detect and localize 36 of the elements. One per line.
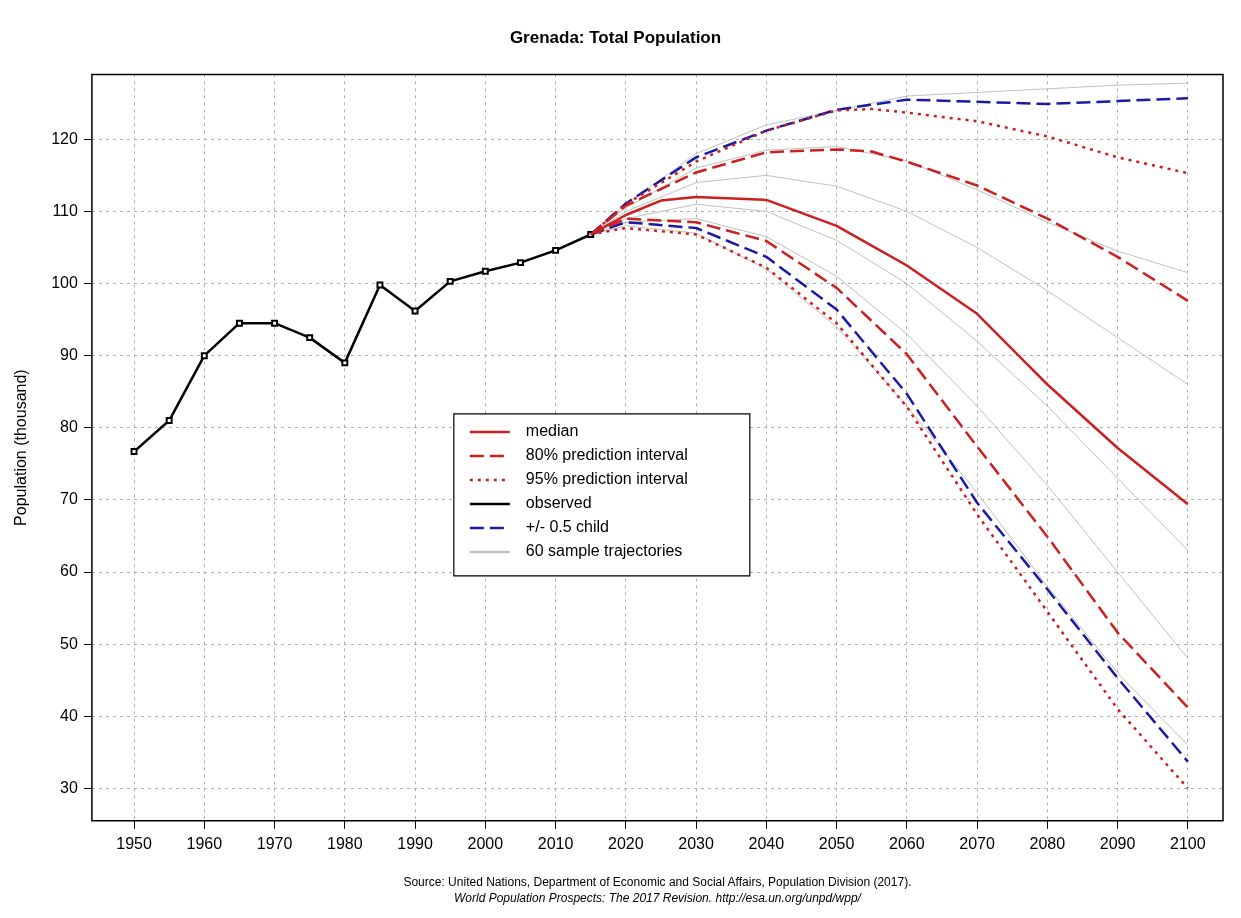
x-tick-label: 2000 [467,834,504,852]
y-tick-label: 120 [51,129,78,147]
legend-label: median [525,422,579,440]
y-tick-label: 80 [60,418,78,436]
y-axis-title: Population (thousand) [12,369,30,526]
legend-label: 95% prediction interval [525,470,688,488]
y-tick-label: 110 [52,201,78,219]
legend-label: 80% prediction interval [525,446,688,464]
y-tick-label: 40 [60,706,78,724]
x-tick-label: 2050 [818,834,855,852]
chart-title: Grenada: Total Population [509,27,722,47]
x-tick-label: 2100 [1170,834,1206,852]
legend-label: +/- 0.5 child [525,518,610,536]
x-tick-label: 2020 [608,834,644,852]
x-tick-label: 1960 [186,834,223,852]
y-tick-label: 70 [60,490,78,508]
x-tick-label: 2080 [1029,834,1066,852]
x-tick-label: 1950 [116,834,152,852]
y-tick-label: 30 [60,778,78,796]
x-tick-label: 2060 [889,834,925,852]
x-tick-label: 2090 [1099,834,1136,852]
text: World Population Prospects: The 2017 Revision. http://esa.un.org/unpd/wpp/ [453,891,863,905]
source-note: Source: United Nations, Department of Economic and Social Affairs, Population Division (2017). [403,875,912,889]
x-tick-label: 2030 [678,834,714,852]
y-tick-label: 60 [60,562,78,580]
x-tick-label: 2070 [959,834,996,852]
y-tick-label: 100 [51,273,78,291]
y-tick-label: 50 [60,634,78,652]
x-tick-label: 1990 [397,834,433,852]
y-tick-label: 90 [60,346,78,364]
legend-label: observed [525,494,592,512]
x-tick-label: 1980 [327,834,363,852]
x-tick-label: 1970 [256,834,293,852]
legend-label: 60 sample trajectories [525,542,683,560]
x-tick-label: 2040 [748,834,785,852]
x-tick-label: 2010 [537,834,574,852]
